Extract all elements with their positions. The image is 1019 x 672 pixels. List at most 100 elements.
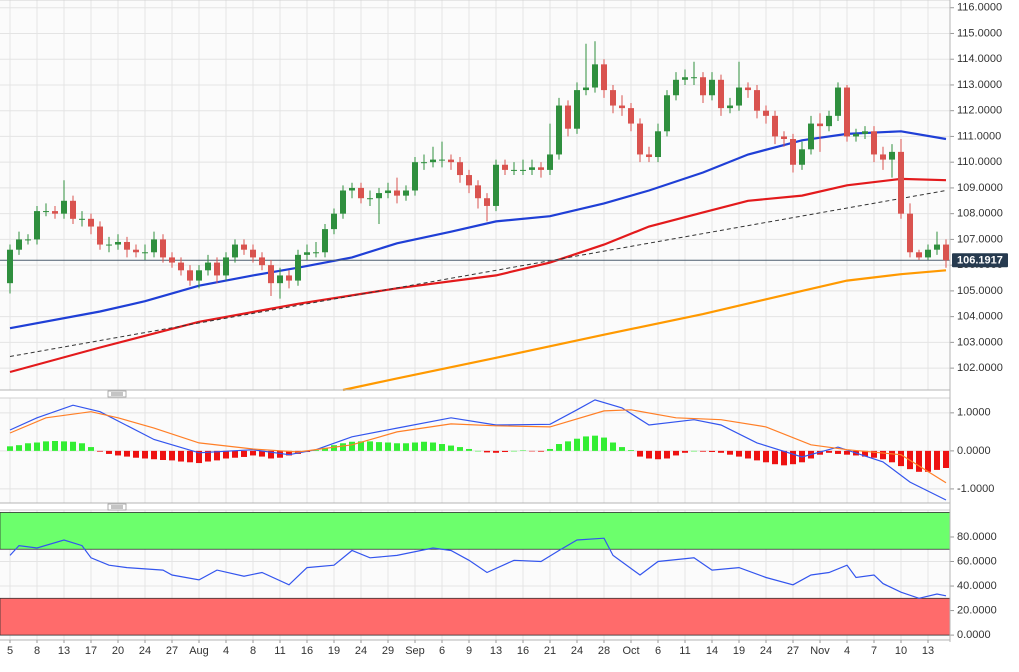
candle-body (160, 239, 166, 258)
candle-body (556, 105, 562, 155)
histogram-bar (268, 450, 274, 459)
histogram-bar (610, 442, 616, 451)
histogram-bar (925, 450, 931, 472)
histogram-bar (151, 450, 157, 460)
candle-body (295, 254, 301, 281)
handle-box[interactable] (107, 390, 127, 398)
candle-body (340, 190, 346, 214)
candle-body (799, 149, 805, 165)
candle-body (322, 229, 328, 253)
y-tick-label: -1.0000 (957, 483, 994, 495)
candle-body (79, 218, 85, 220)
histogram-bar (835, 450, 841, 454)
candle-body (529, 167, 535, 170)
candle-body (214, 262, 220, 276)
y-tick-label: 113.0000 (957, 79, 1002, 91)
histogram-bar (358, 441, 364, 451)
histogram-bar (781, 450, 787, 466)
candle-body (133, 249, 139, 253)
x-tick-label: 13 (922, 645, 934, 657)
indicator-line (9, 409, 947, 484)
y-tick-label: 111.0000 (957, 130, 1001, 142)
indicator-line (9, 537, 947, 599)
histogram-bar (259, 450, 265, 457)
handle-box[interactable] (107, 503, 127, 511)
y-tick-label: 114.0000 (957, 53, 1002, 65)
candle-body (664, 95, 670, 132)
x-tick-label: Sep (405, 645, 425, 657)
candle-body (754, 90, 760, 111)
candle-body (826, 115, 832, 127)
x-tick-label: 21 (544, 645, 556, 657)
candle-body (601, 64, 607, 91)
x-tick-label: 27 (166, 645, 178, 657)
x-tick-label: Aug (189, 645, 209, 657)
indicator-line (9, 177, 947, 374)
x-tick-label: 11 (679, 645, 690, 657)
histogram-bar (385, 442, 391, 451)
histogram-bar (691, 450, 697, 452)
chart-layer: 102.0000103.0000104.0000105.0000106.0000… (0, 0, 1008, 657)
indicator-line (342, 269, 947, 392)
histogram-bar (484, 450, 490, 453)
candle-body (205, 262, 211, 271)
candle-body (394, 190, 400, 196)
candle-body (43, 211, 49, 213)
panel-handle[interactable] (107, 390, 127, 398)
histogram-bar (187, 450, 193, 463)
x-tick-label: 19 (328, 645, 340, 657)
histogram-bar (718, 450, 724, 453)
y-tick-label: 1.0000 (957, 407, 991, 419)
candle-body (916, 252, 922, 258)
histogram-bar (394, 443, 400, 451)
x-tick-label: 8 (250, 645, 256, 657)
candle-body (484, 198, 490, 206)
x-tick-label: 13 (58, 645, 70, 657)
candle-body (331, 213, 337, 230)
histogram-bar (79, 443, 85, 451)
x-tick-label: 24 (760, 645, 772, 657)
histogram-bar (106, 450, 112, 454)
candle-body (538, 167, 544, 170)
x-tick-label: 9 (466, 645, 472, 657)
x-tick-label: 4 (844, 645, 850, 657)
candle-body (88, 218, 94, 227)
candle-body (187, 270, 193, 281)
histogram-bar (772, 450, 778, 465)
candle-body (115, 241, 121, 245)
panel-handle[interactable] (107, 503, 127, 511)
candle-body (655, 131, 661, 158)
x-tick-label: 6 (439, 645, 445, 657)
candle-body (142, 252, 148, 254)
candle-body (358, 187, 364, 199)
candle-body (61, 200, 67, 214)
candle-body (790, 139, 796, 165)
x-tick-label: 24 (355, 645, 367, 657)
x-tick-label: 10 (895, 645, 907, 657)
candle-body (7, 249, 13, 284)
candle-body (682, 77, 688, 80)
y-tick-label: 20.0000 (957, 604, 997, 616)
x-tick-label: 24 (139, 645, 151, 657)
candle-body (673, 79, 679, 96)
candle-body (871, 131, 877, 155)
candle-body (700, 77, 706, 96)
histogram-bar (844, 450, 850, 455)
x-tick-label: 24 (571, 645, 583, 657)
candle-body (286, 275, 292, 281)
candle-body (628, 108, 634, 124)
candle-body (907, 213, 913, 253)
candle-body (772, 115, 778, 137)
y-tick-label: 107.0000 (957, 233, 1003, 245)
histogram-bar (169, 450, 175, 461)
candle-body (610, 90, 616, 106)
histogram-bar (250, 450, 256, 456)
candle-body (862, 131, 868, 134)
histogram-bar (592, 435, 598, 451)
histogram-bar (178, 450, 184, 462)
candle-body (430, 159, 436, 163)
histogram-bar (70, 441, 76, 451)
y-tick-label: 102.0000 (957, 362, 1003, 374)
histogram-bar (475, 450, 481, 452)
candle-body (835, 87, 841, 116)
